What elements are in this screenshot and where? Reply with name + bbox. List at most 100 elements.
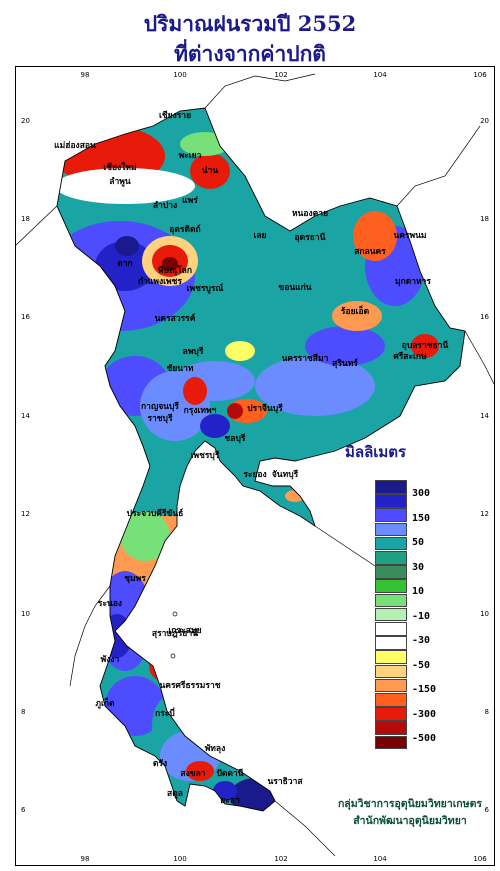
- province-label: พิษณุโลก: [158, 265, 192, 276]
- lat-tick-label: 16: [480, 313, 489, 321]
- lat-tick-label: 14: [21, 412, 30, 420]
- legend-swatch: [375, 579, 407, 593]
- legend-label: -500: [412, 733, 437, 744]
- lon-tick-label: 102: [274, 855, 287, 863]
- legend-swatch: [375, 480, 407, 494]
- province-label: ราชบุรี: [147, 413, 173, 424]
- province-label: สกลนคร: [354, 247, 386, 257]
- province-label: เพชรบูรณ์: [187, 283, 224, 294]
- province-label: อุบลราชธานี: [402, 340, 449, 351]
- province-label: ปราจีนบุรี: [247, 403, 283, 414]
- province-label: ระนอง: [98, 599, 122, 609]
- province-label: แม่ฮ่องสอน: [54, 140, 96, 151]
- province-label: นครพนม: [393, 231, 426, 241]
- legend-label: 150: [412, 512, 431, 524]
- province-label: ลพบุรี: [183, 346, 204, 357]
- province-label: เพชรบุรี: [191, 450, 220, 461]
- lat-tick-label: 8: [485, 708, 489, 716]
- map-subtitle: ที่ต่างจากค่าปกติ: [174, 41, 326, 66]
- province-label: พะเยา: [179, 151, 202, 161]
- lon-tick-label: 102: [274, 71, 287, 79]
- legend-swatch: [375, 522, 407, 537]
- province-label: ประจวบคีรีขันธ์: [127, 508, 184, 519]
- legend-swatch: [375, 565, 407, 579]
- province-label: กระบี่: [155, 706, 175, 719]
- lat-tick-label: 18: [21, 215, 30, 223]
- legend-label: 10: [412, 586, 425, 597]
- province-label: ตรัง: [153, 758, 167, 769]
- lat-tick-label: 6: [21, 806, 26, 814]
- province-label: ชลบุรี: [225, 433, 246, 444]
- province-label: กรุงเทพฯ: [184, 406, 217, 416]
- province-label: เกาะสมุย: [168, 626, 201, 636]
- legend-swatch: [375, 664, 407, 679]
- province-label: น่าน: [202, 165, 219, 176]
- legend-label: 30: [412, 561, 425, 573]
- legend-swatch: [375, 494, 407, 508]
- legend-swatch: [375, 508, 407, 522]
- province-label: สุรินทร์: [332, 358, 358, 369]
- lat-tick-label: 12: [480, 510, 489, 518]
- province-label: ชัยนาท: [167, 363, 194, 374]
- lat-tick-label: 16: [21, 313, 30, 321]
- legend-label: -300: [412, 708, 437, 720]
- lat-tick-label: 6: [485, 806, 490, 814]
- lat-tick-label: 20: [21, 117, 30, 125]
- lon-tick-label: 100: [173, 855, 186, 863]
- province-label: ชุมพร: [124, 574, 146, 584]
- lat-tick-label: 20: [480, 117, 489, 125]
- legend-swatch: [375, 678, 407, 693]
- province-label: นราธิวาส: [267, 776, 303, 787]
- lat-tick-label: 14: [480, 412, 489, 420]
- province-label: กำแพงเพชร: [138, 276, 182, 287]
- credit-line1: กลุ่มวิชาการอุตุนิยมวิทยาเกษตร: [337, 798, 483, 810]
- legend-label: -50: [412, 659, 431, 671]
- province-label: แพร่: [182, 195, 198, 206]
- lon-tick-label: 106: [473, 855, 487, 863]
- legend-swatch: [375, 636, 407, 650]
- province-label: อุตรดิตถ์: [169, 224, 200, 235]
- legend-label: -30: [412, 635, 431, 646]
- province-label: กาญจนบุรี: [141, 401, 179, 412]
- legend-swatch: [375, 536, 407, 551]
- province-label: ระยอง: [243, 470, 266, 480]
- province-label: มุกดาหาร: [395, 277, 431, 287]
- province-label: นครศรีธรรมราช: [159, 680, 220, 691]
- legend-swatch: [375, 707, 407, 721]
- province-label: นครราชสีมา: [282, 353, 329, 364]
- legend-swatch: [375, 650, 407, 664]
- lon-tick-label: 98: [81, 855, 90, 863]
- province-label: หนองคาย: [292, 209, 328, 219]
- province-label: ร้อยเอ็ด: [341, 304, 370, 317]
- lat-tick-label: 18: [480, 215, 489, 223]
- province-label: พังงา: [101, 654, 120, 665]
- credit-line2: สำนักพัฒนาอุตุนิยมวิทยา: [353, 815, 467, 827]
- province-label: สตูล: [167, 789, 183, 799]
- province-label: เชียงใหม่: [103, 162, 136, 173]
- lat-tick-label: 10: [480, 610, 489, 618]
- legend-swatch: [375, 721, 407, 735]
- province-label: สุราษฎร์ธานี: [152, 628, 198, 639]
- province-label: ลำปาง: [153, 200, 177, 211]
- legend-swatch: [375, 693, 407, 707]
- province-label: ยะลา: [220, 796, 240, 806]
- legend-title: มิลลิเมตร: [345, 443, 407, 461]
- lon-tick-label: 106: [473, 71, 487, 79]
- province-label: อุดรธานี: [295, 232, 326, 243]
- legend-swatch: [375, 607, 407, 622]
- lat-tick-label: 10: [21, 610, 30, 618]
- lon-tick-label: 104: [373, 71, 387, 79]
- legend-label: -150: [412, 684, 437, 695]
- province-label: ปัตตานี: [216, 768, 243, 779]
- province-label: เลย: [253, 231, 266, 241]
- lon-tick-label: 100: [173, 71, 186, 79]
- lat-tick-label: 12: [21, 510, 30, 518]
- legend-swatch: [375, 551, 407, 565]
- map-title: ปริมาณฝนรวมปี 2552: [143, 11, 357, 36]
- lon-tick-label: 104: [373, 855, 387, 863]
- lon-tick-label: 98: [81, 71, 90, 79]
- province-label: ลำพูน: [109, 176, 131, 187]
- legend-swatch: [375, 622, 407, 636]
